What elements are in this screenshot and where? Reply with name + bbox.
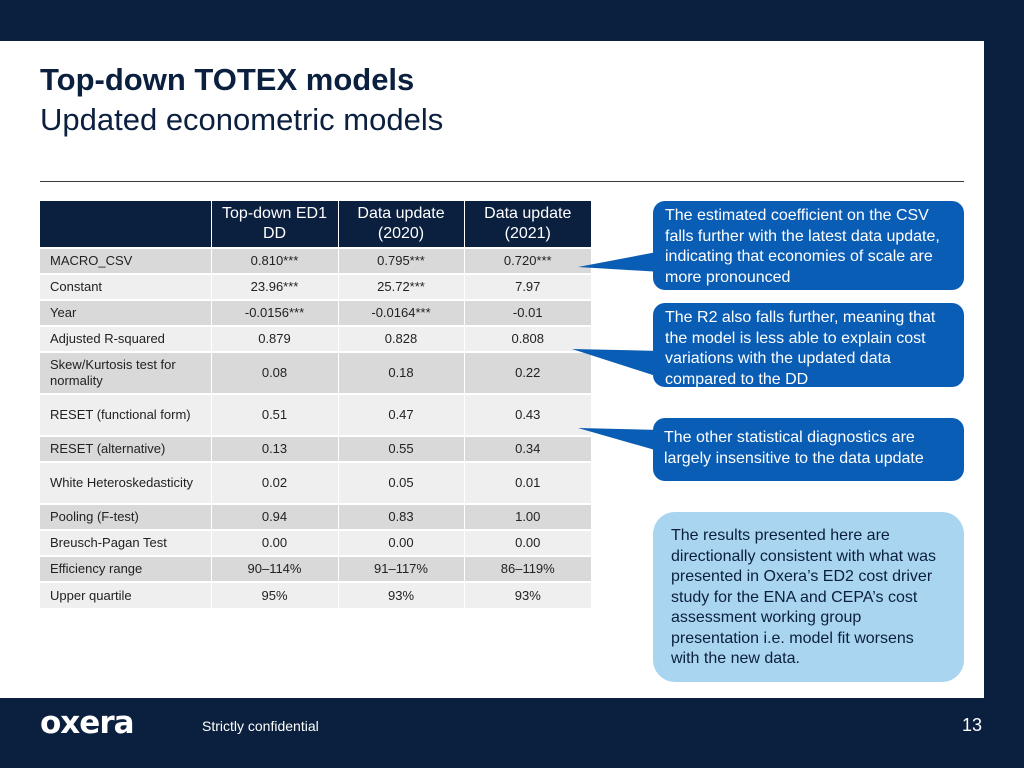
table-row: Efficiency range 90–114% 91–117% 86–119% [40, 555, 591, 582]
row-value: 0.08 [210, 351, 338, 394]
title-divider [40, 181, 964, 182]
row-label: Year [40, 299, 211, 326]
row-value: 0.810*** [210, 247, 338, 274]
row-value: 0.05 [337, 461, 464, 504]
row-value: 1.00 [463, 503, 591, 530]
table-row: Constant 23.96*** 25.72*** 7.97 [40, 273, 591, 300]
table-header-update-2020: Data update (2020) [337, 201, 464, 248]
table-row: Adjusted R-squared 0.879 0.828 0.808 [40, 325, 591, 352]
model-results-table: Top-down ED1 DD Data update (2020) Data … [40, 201, 591, 608]
row-label: Efficiency range [40, 555, 211, 582]
row-label: White Heteroskedasticity [40, 461, 211, 504]
row-value: 0.828 [337, 325, 464, 352]
row-value: 0.02 [210, 461, 338, 504]
summary-note: The results presented here are direction… [653, 512, 964, 682]
row-value: 23.96*** [210, 273, 338, 300]
row-value: 0.00 [210, 529, 338, 556]
page-number: 13 [962, 715, 983, 735]
row-value: -0.01 [463, 299, 591, 326]
row-value: 0.94 [210, 503, 338, 530]
row-label: Breusch-Pagan Test [40, 529, 211, 556]
row-value: 0.22 [463, 351, 591, 394]
row-value: 0.879 [210, 325, 338, 352]
table-row: Year -0.0156*** -0.0164*** -0.01 [40, 299, 591, 326]
table-header-update-2021: Data update (2021) [463, 201, 591, 248]
callout-r2: The R2 also falls further, meaning that … [653, 303, 964, 388]
table-row: Skew/Kurtosis test for normality 0.08 0.… [40, 351, 591, 394]
table-row: Breusch-Pagan Test 0.00 0.00 0.00 [40, 529, 591, 556]
table-row: RESET (alternative) 0.13 0.55 0.34 [40, 435, 591, 462]
row-value: 0.808 [463, 325, 591, 352]
row-value: 0.720*** [463, 247, 591, 274]
row-value: 86–119% [463, 555, 591, 582]
slide-title: Top-down TOTEX models [40, 62, 415, 97]
row-value: 0.00 [337, 529, 464, 556]
table-row: White Heteroskedasticity 0.02 0.05 0.01 [40, 461, 591, 504]
row-label: RESET (alternative) [40, 435, 211, 462]
row-label: Skew/Kurtosis test for normality [40, 351, 211, 394]
row-value: 0.13 [210, 435, 338, 462]
row-value: 7.97 [463, 273, 591, 300]
row-value: 25.72*** [337, 273, 464, 300]
row-value: 0.01 [463, 461, 591, 504]
row-label: Constant [40, 273, 211, 300]
callout-diagnostics: The other statistical diagnostics are la… [653, 418, 964, 481]
row-label: Pooling (F-test) [40, 503, 211, 530]
row-value: 0.51 [210, 393, 338, 436]
row-value: 0.47 [337, 393, 464, 436]
row-value: 93% [463, 581, 591, 608]
callout-csv-coefficient: The estimated coefficient on the CSV fal… [653, 201, 964, 290]
table-row: MACRO_CSV 0.810*** 0.795*** 0.720*** [40, 247, 591, 274]
row-value: 0.18 [337, 351, 464, 394]
row-value: 0.83 [337, 503, 464, 530]
slide-subtitle: Updated econometric models [40, 102, 444, 137]
row-value: 0.00 [463, 529, 591, 556]
row-value: 0.55 [337, 435, 464, 462]
table-row: RESET (functional form) 0.51 0.47 0.43 [40, 393, 591, 436]
row-value: 95% [210, 581, 338, 608]
row-value: -0.0164*** [337, 299, 464, 326]
row-value: 0.795*** [337, 247, 464, 274]
row-value: 93% [337, 581, 464, 608]
row-value: 91–117% [337, 555, 464, 582]
table-header-row: Top-down ED1 DD Data update (2020) Data … [40, 201, 591, 248]
row-label: Adjusted R-squared [40, 325, 211, 352]
table-header-ed1-dd: Top-down ED1 DD [210, 201, 338, 248]
row-label: RESET (functional form) [40, 393, 211, 436]
row-value: -0.0156*** [210, 299, 338, 326]
oxera-logo: oxera [40, 705, 135, 741]
row-label: MACRO_CSV [40, 247, 211, 274]
table-header-blank [40, 201, 211, 248]
table-row: Pooling (F-test) 0.94 0.83 1.00 [40, 503, 591, 530]
row-value: 0.43 [463, 393, 591, 436]
row-label: Upper quartile [40, 581, 211, 608]
row-value: 90–114% [210, 555, 338, 582]
confidentiality-label: Strictly confidential [202, 718, 319, 734]
row-value: 0.34 [463, 435, 591, 462]
table-row: Upper quartile 95% 93% 93% [40, 581, 591, 608]
